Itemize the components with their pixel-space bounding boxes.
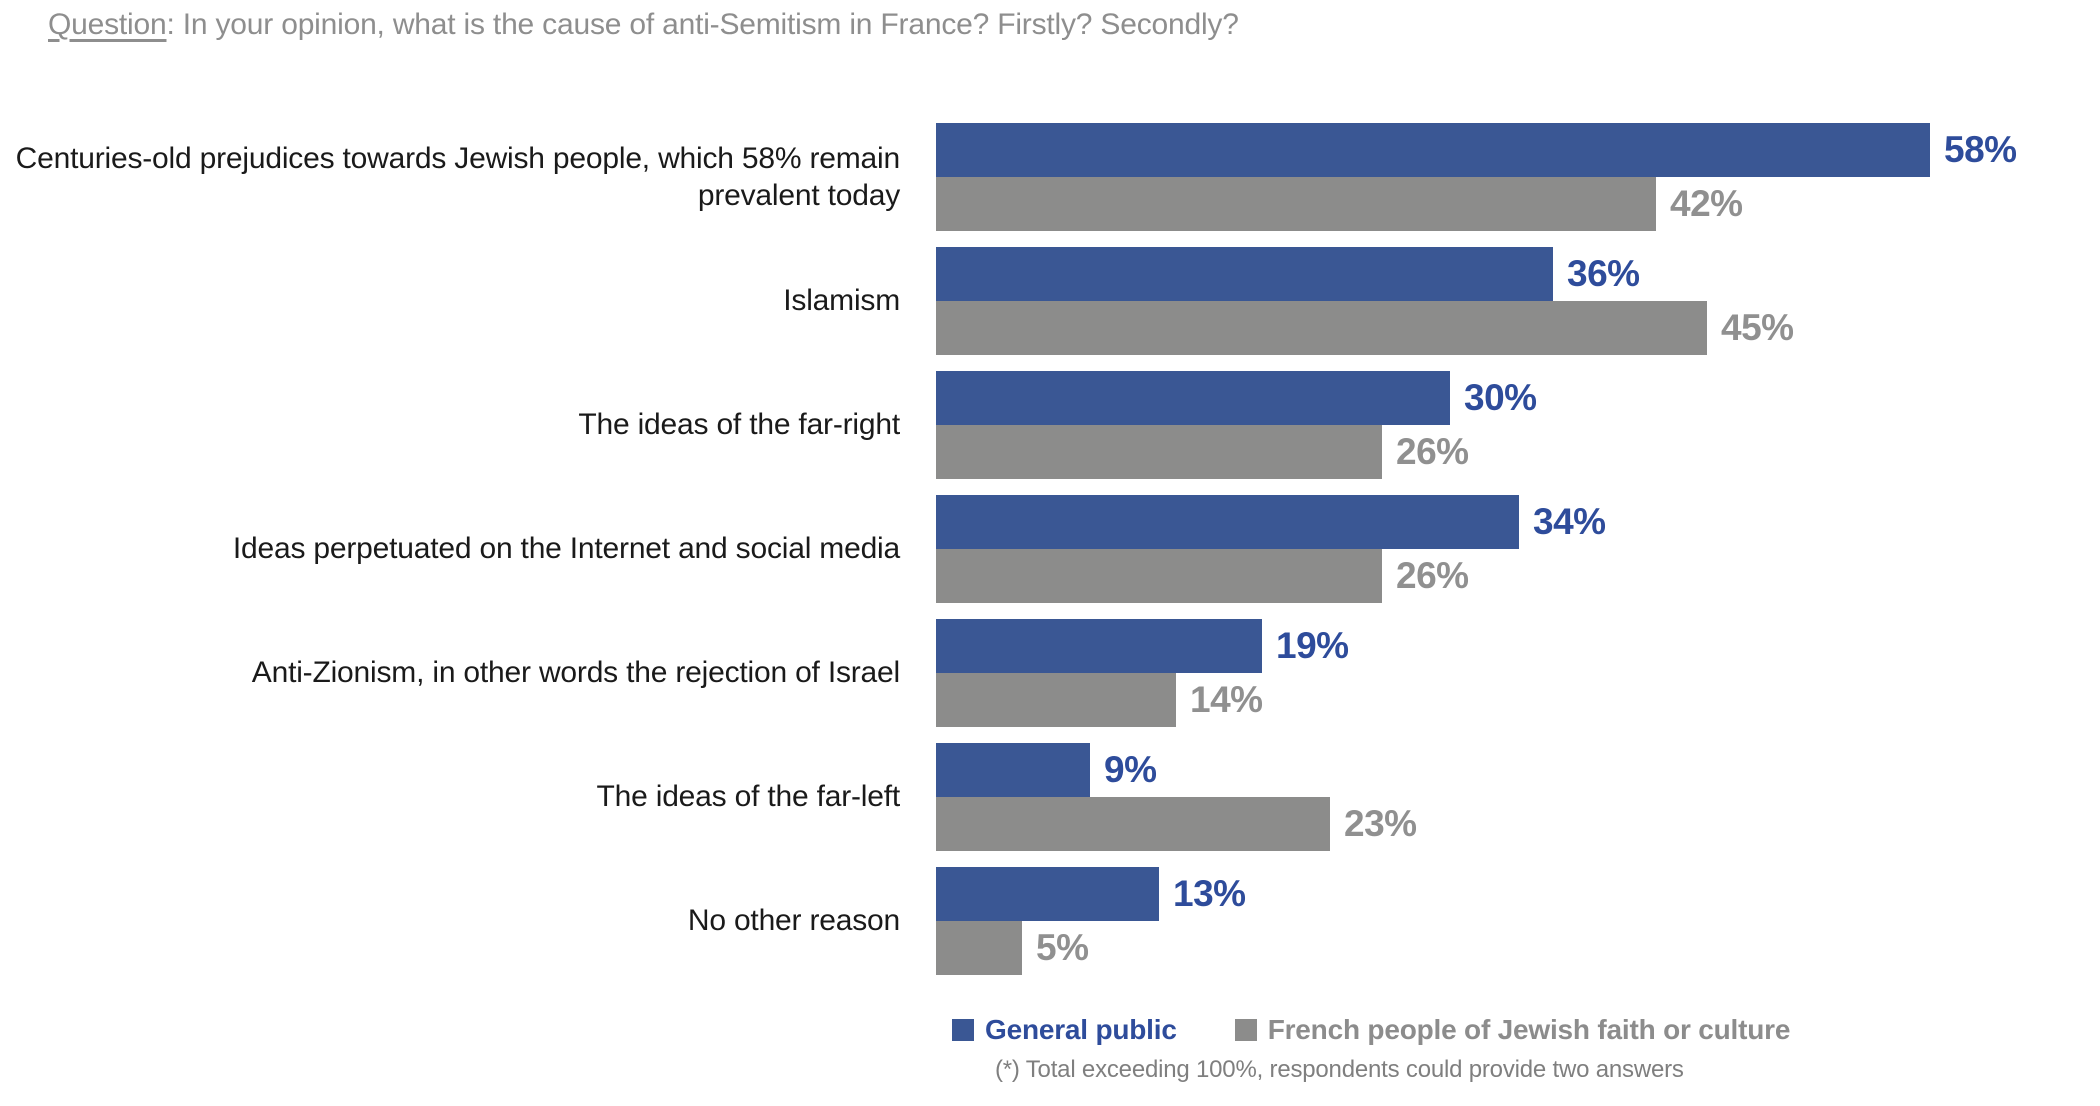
bar-line: 26% <box>936 425 1537 479</box>
value-label-general-public: 36% <box>1567 253 1640 294</box>
bar-group: 36% 45% <box>936 247 1794 355</box>
bar-group: 19% 14% <box>936 619 1349 727</box>
category-label: Centuries-old prejudices towards Jewish … <box>15 141 901 213</box>
bar-jewish-faith <box>936 921 1022 975</box>
value-label-general-public: 9% <box>1104 749 1157 790</box>
category-label: Islamism <box>783 284 900 318</box>
bar-jewish-faith <box>936 797 1330 851</box>
bar-general-public <box>936 743 1090 797</box>
value-label-general-public: 58% <box>1944 129 2017 170</box>
bar-general-public <box>936 371 1450 425</box>
bar-line: 13% <box>936 867 1246 921</box>
category-label: The ideas of the far-right <box>578 408 900 442</box>
bar-group: 34% 26% <box>936 495 1606 603</box>
chart-row: Ideas perpetuated on the Internet and so… <box>0 495 2100 603</box>
bar-jewish-faith <box>936 301 1707 355</box>
bar-general-public <box>936 619 1262 673</box>
bar-general-public <box>936 123 1930 177</box>
value-label-jewish-faith: 5% <box>1036 927 1089 968</box>
bar-group: 9% 23% <box>936 743 1417 851</box>
chart-row: Centuries-old prejudices towards Jewish … <box>0 123 2100 231</box>
legend-swatch-general-public <box>952 1019 974 1041</box>
chart-row: Anti-Zionism, in other words the rejecti… <box>0 619 2100 727</box>
value-label-general-public: 13% <box>1173 873 1246 914</box>
bar-line: 19% <box>936 619 1349 673</box>
chart-row: The ideas of the far-left 9% 23% <box>0 743 2100 851</box>
bar-line: 30% <box>936 371 1537 425</box>
chart-row: The ideas of the far-right 30% 26% <box>0 371 2100 479</box>
bar-line: 45% <box>936 301 1794 355</box>
value-label-jewish-faith: 26% <box>1396 431 1469 472</box>
bar-line: 14% <box>936 673 1349 727</box>
bar-group: 58% 42% <box>936 123 2017 231</box>
page-title: Question: In your opinion, what is the c… <box>48 8 1239 42</box>
bar-group: 13% 5% <box>936 867 1246 975</box>
bar-general-public <box>936 495 1519 549</box>
value-label-general-public: 30% <box>1464 377 1537 418</box>
legend-label-jewish-faith: French people of Jewish faith or culture <box>1267 1014 1791 1045</box>
chart-legend: General public French people of Jewish f… <box>952 1014 1790 1046</box>
bar-group: 30% 26% <box>936 371 1537 479</box>
bar-jewish-faith <box>936 177 1656 231</box>
chart-footnote: (*) Total exceeding 100%, respondents co… <box>995 1056 1684 1083</box>
bar-jewish-faith <box>936 549 1382 603</box>
category-label: Anti-Zionism, in other words the rejecti… <box>251 656 900 690</box>
bar-line: 34% <box>936 495 1606 549</box>
bar-line: 42% <box>936 177 2017 231</box>
bar-line: 9% <box>936 743 1417 797</box>
legend-item-jewish-faith: French people of Jewish faith or culture <box>1234 1014 1791 1046</box>
bar-line: 26% <box>936 549 1606 603</box>
bar-jewish-faith <box>936 673 1176 727</box>
value-label-general-public: 34% <box>1533 501 1606 542</box>
category-label: Ideas perpetuated on the Internet and so… <box>232 532 900 566</box>
legend-label-general-public: General public <box>985 1014 1177 1045</box>
legend-swatch-jewish-faith <box>1234 1019 1257 1041</box>
bar-general-public <box>936 867 1159 921</box>
chart-row: Islamism 36% 45% <box>0 247 2100 355</box>
value-label-general-public: 19% <box>1276 625 1349 666</box>
value-label-jewish-faith: 23% <box>1344 803 1417 844</box>
bar-general-public <box>936 247 1553 301</box>
title-question-rest: : In your opinion, what is the cause of … <box>166 8 1239 41</box>
value-label-jewish-faith: 14% <box>1190 679 1263 720</box>
bar-line: 23% <box>936 797 1417 851</box>
value-label-jewish-faith: 42% <box>1670 183 1743 224</box>
bar-line: 5% <box>936 921 1246 975</box>
legend-item-general-public: General public <box>952 1014 1177 1046</box>
bar-chart: Centuries-old prejudices towards Jewish … <box>0 123 2100 991</box>
bar-jewish-faith <box>936 425 1382 479</box>
category-label: No other reason <box>687 904 900 938</box>
title-question-word: Question <box>48 8 167 41</box>
bar-line: 36% <box>936 247 1794 301</box>
category-label: The ideas of the far-left <box>596 780 901 814</box>
value-label-jewish-faith: 45% <box>1721 307 1794 348</box>
value-label-jewish-faith: 26% <box>1396 555 1469 596</box>
bar-line: 58% <box>936 123 2017 177</box>
chart-row: No other reason 13% 5% <box>0 867 2100 975</box>
